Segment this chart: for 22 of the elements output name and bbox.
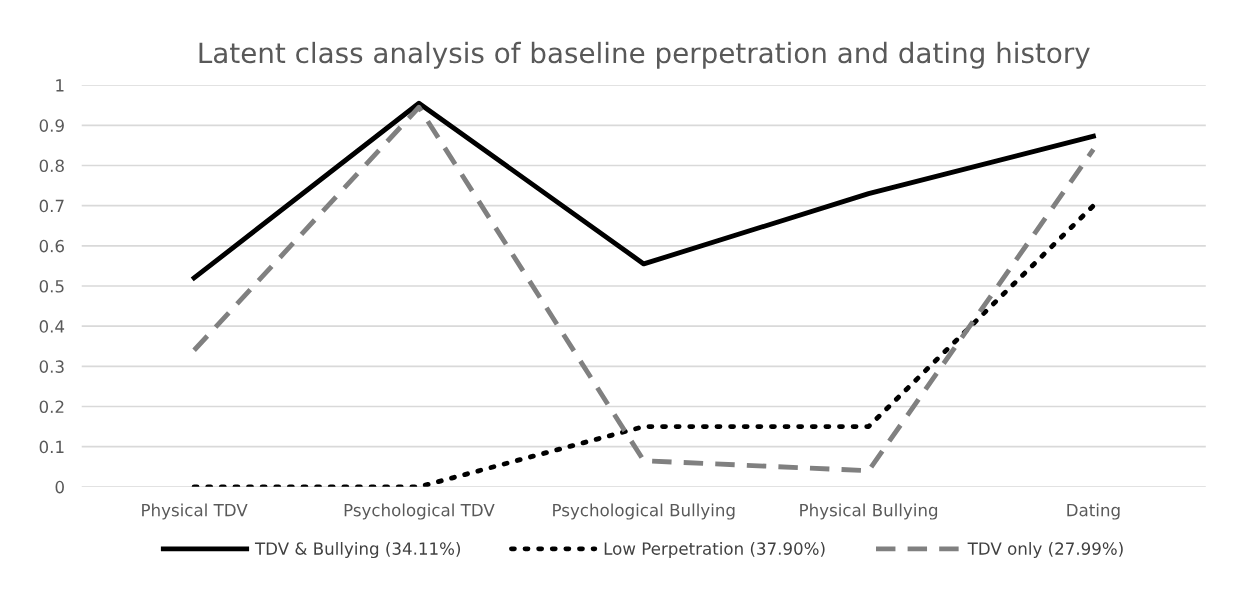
line-series	[191, 104, 1096, 474]
x-tick-label: Psychological TDV	[344, 503, 495, 520]
legend-label: TDV only (27.99%)	[967, 541, 1123, 559]
chart-title: Latent class analysis of baseline perpetration and dating history	[199, 41, 1090, 69]
x-tick-label: Physical TDV	[142, 503, 248, 520]
y-tick-label: 0	[55, 480, 64, 494]
line-series	[191, 100, 1096, 281]
y-tick-label: 0.5	[39, 279, 64, 293]
y-tick-label: 0.1	[39, 440, 64, 454]
y-tick-label: 0.9	[39, 119, 64, 132]
y-tick-label: 0.6	[39, 239, 64, 253]
y-tick-label: 0.4	[39, 320, 65, 333]
y-tick-label: 0.7	[39, 199, 64, 213]
x-tick-label: Physical Bullying	[800, 503, 938, 520]
legend-label: TDV & Bullying (34.11%)	[254, 541, 461, 559]
y-tick-label: 0.2	[39, 400, 64, 414]
x-tick-label: Psychological Bullying	[553, 503, 735, 520]
y-tick-label: 0.8	[39, 159, 64, 173]
y-tick-label: 1	[56, 79, 64, 92]
legend-label: Low Perpetration (37.90%)	[604, 541, 825, 559]
y-tick-label: 0.3	[39, 360, 64, 373]
x-tick-label: Dating	[1067, 503, 1120, 520]
